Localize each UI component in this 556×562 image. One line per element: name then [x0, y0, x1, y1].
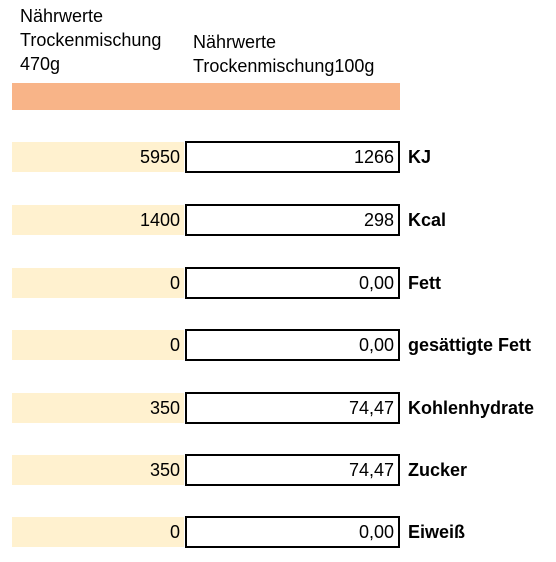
value-100g-cell[interactable]: 0,00	[185, 267, 400, 299]
value-100g-cell[interactable]: 74,47	[185, 454, 400, 486]
value-470g-cell[interactable]: 0	[12, 330, 184, 360]
row-kohlenhydrate: 350 74,47 Kohlenhydrate	[0, 392, 556, 424]
value-470g-cell[interactable]: 0	[12, 268, 184, 298]
row-kcal: 1400 298 Kcal	[0, 204, 556, 236]
nutrient-label: KJ	[408, 147, 432, 167]
header-col-b-line: Nährwerte	[193, 32, 277, 52]
value-100g-cell[interactable]: 298	[185, 204, 400, 236]
row-eiweiss: 0 0,00 Eiweiß	[0, 516, 556, 548]
nutrient-label: Zucker	[408, 460, 468, 480]
nutrient-label: Kohlenhydrate	[408, 398, 535, 418]
value-470g-cell[interactable]: 350	[12, 455, 184, 485]
nutrient-label: Kcal	[408, 210, 447, 230]
header-col-a-line: Trockenmischung	[20, 30, 162, 50]
row-fett: 0 0,00 Fett	[0, 267, 556, 299]
nutrient-label: Fett	[408, 273, 441, 293]
value-470g-cell[interactable]: 350	[12, 393, 184, 423]
value-100g-cell[interactable]: 0,00	[185, 329, 400, 361]
header-col-a-line: 470g	[20, 54, 61, 74]
nutrient-label: Eiweiß	[408, 522, 466, 542]
value-100g-cell[interactable]: 74,47	[185, 392, 400, 424]
header-col-b: Nährwerte Trockenmischung100g	[193, 30, 374, 78]
value-470g-cell[interactable]: 0	[12, 517, 184, 547]
row-gesaettigte-fett: 0 0,00 gesättigte Fett	[0, 329, 556, 361]
nutrient-label: gesättigte Fett	[408, 335, 532, 355]
row-zucker: 350 74,47 Zucker	[0, 454, 556, 486]
value-100g-cell[interactable]: 0,00	[185, 516, 400, 548]
header-col-a-line: Nährwerte	[20, 6, 104, 26]
row-kj: 5950 1266 KJ	[0, 141, 556, 173]
header-col-b-line: Trockenmischung100g	[193, 56, 375, 76]
value-470g-cell[interactable]: 1400	[12, 205, 184, 235]
header-col-a: Nährwerte Trockenmischung 470g	[20, 4, 161, 76]
value-100g-cell[interactable]: 1266	[185, 141, 400, 173]
header-band	[12, 83, 400, 110]
value-470g-cell[interactable]: 5950	[12, 142, 184, 172]
